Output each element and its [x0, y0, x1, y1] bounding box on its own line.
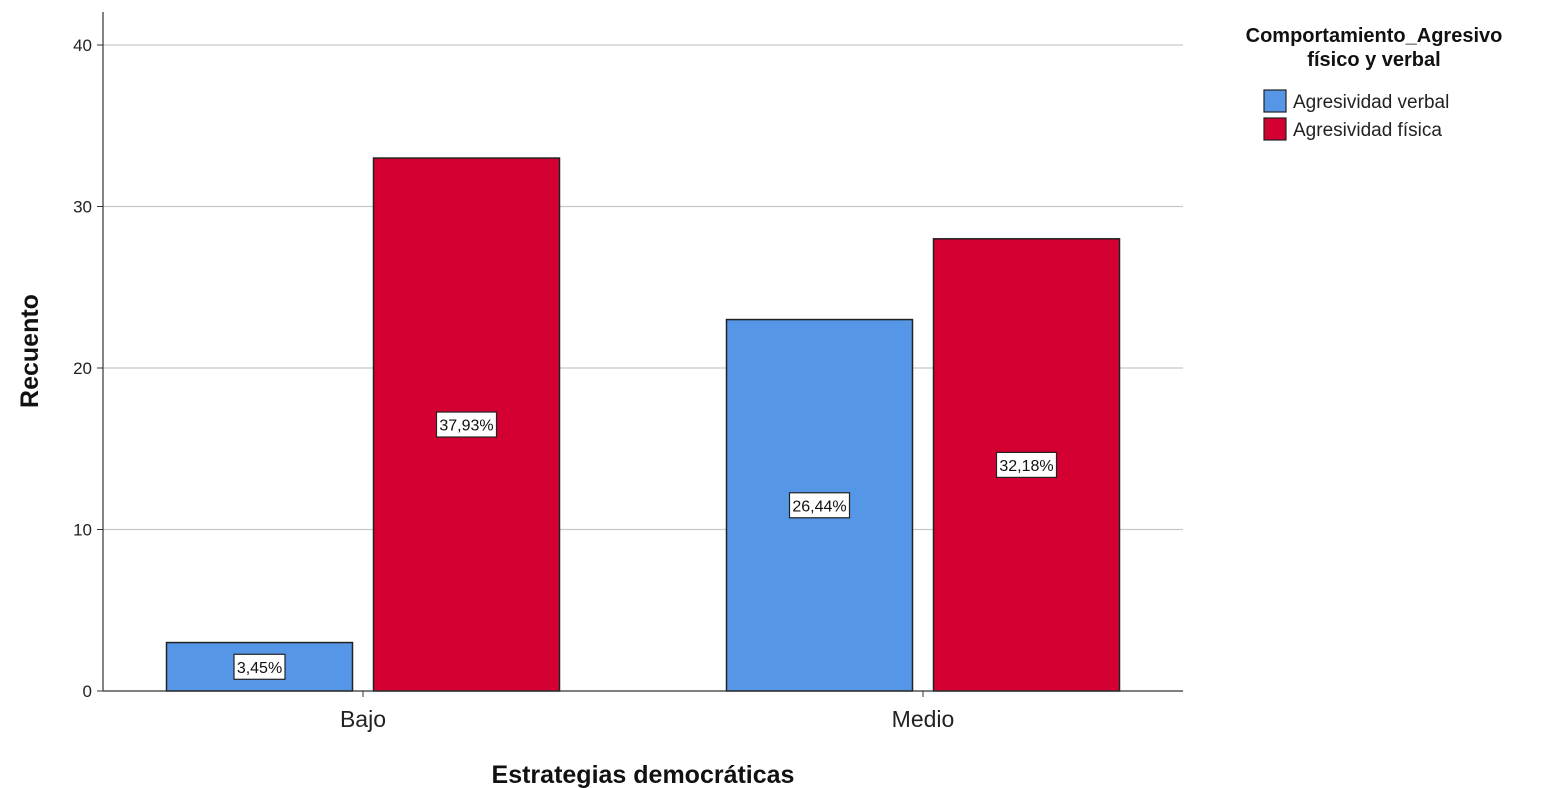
data-label: 37,93%	[439, 418, 493, 435]
legend-label: Agresividad física	[1293, 120, 1442, 141]
y-tick-label: 40	[73, 36, 92, 55]
y-axis-ticks: 0 10 20 30 40	[73, 36, 103, 701]
y-tick-label: 30	[73, 198, 92, 217]
data-label-box	[788, 492, 851, 519]
y-tick-label: 10	[73, 521, 92, 540]
legend-items: Agresividad verbal Agresividad física	[1263, 89, 1449, 141]
y-tick-label: 0	[83, 682, 92, 701]
data-label: 32,18%	[999, 458, 1053, 475]
legend-title-line1: Comportamiento_Agresivo	[1246, 25, 1503, 47]
y-axis-title: Recuento	[16, 294, 44, 408]
legend-label: Agresividad verbal	[1293, 92, 1449, 113]
data-label-box	[435, 411, 498, 438]
data-labels: 3,45% 37,93% 26,44% 32,18%	[233, 411, 1058, 680]
x-axis-title: Estrategias democráticas	[492, 761, 795, 788]
bar	[165, 641, 354, 692]
y-tick-label: 20	[73, 359, 92, 378]
legend-title-line2: físico y verbal	[1307, 49, 1440, 71]
x-category-label: Bajo	[340, 706, 386, 732]
bars	[165, 157, 1121, 692]
data-label: 3,45%	[237, 660, 282, 677]
x-category-label: Medio	[892, 706, 955, 732]
data-label-box	[233, 653, 286, 680]
legend: Comportamiento_Agresivo físico y verbal …	[1246, 25, 1503, 141]
x-axis-categories: Bajo Medio	[340, 691, 954, 732]
data-label: 26,44%	[792, 498, 846, 515]
legend-swatch	[1263, 117, 1287, 141]
data-label-box	[995, 451, 1058, 478]
legend-swatch	[1263, 89, 1287, 113]
